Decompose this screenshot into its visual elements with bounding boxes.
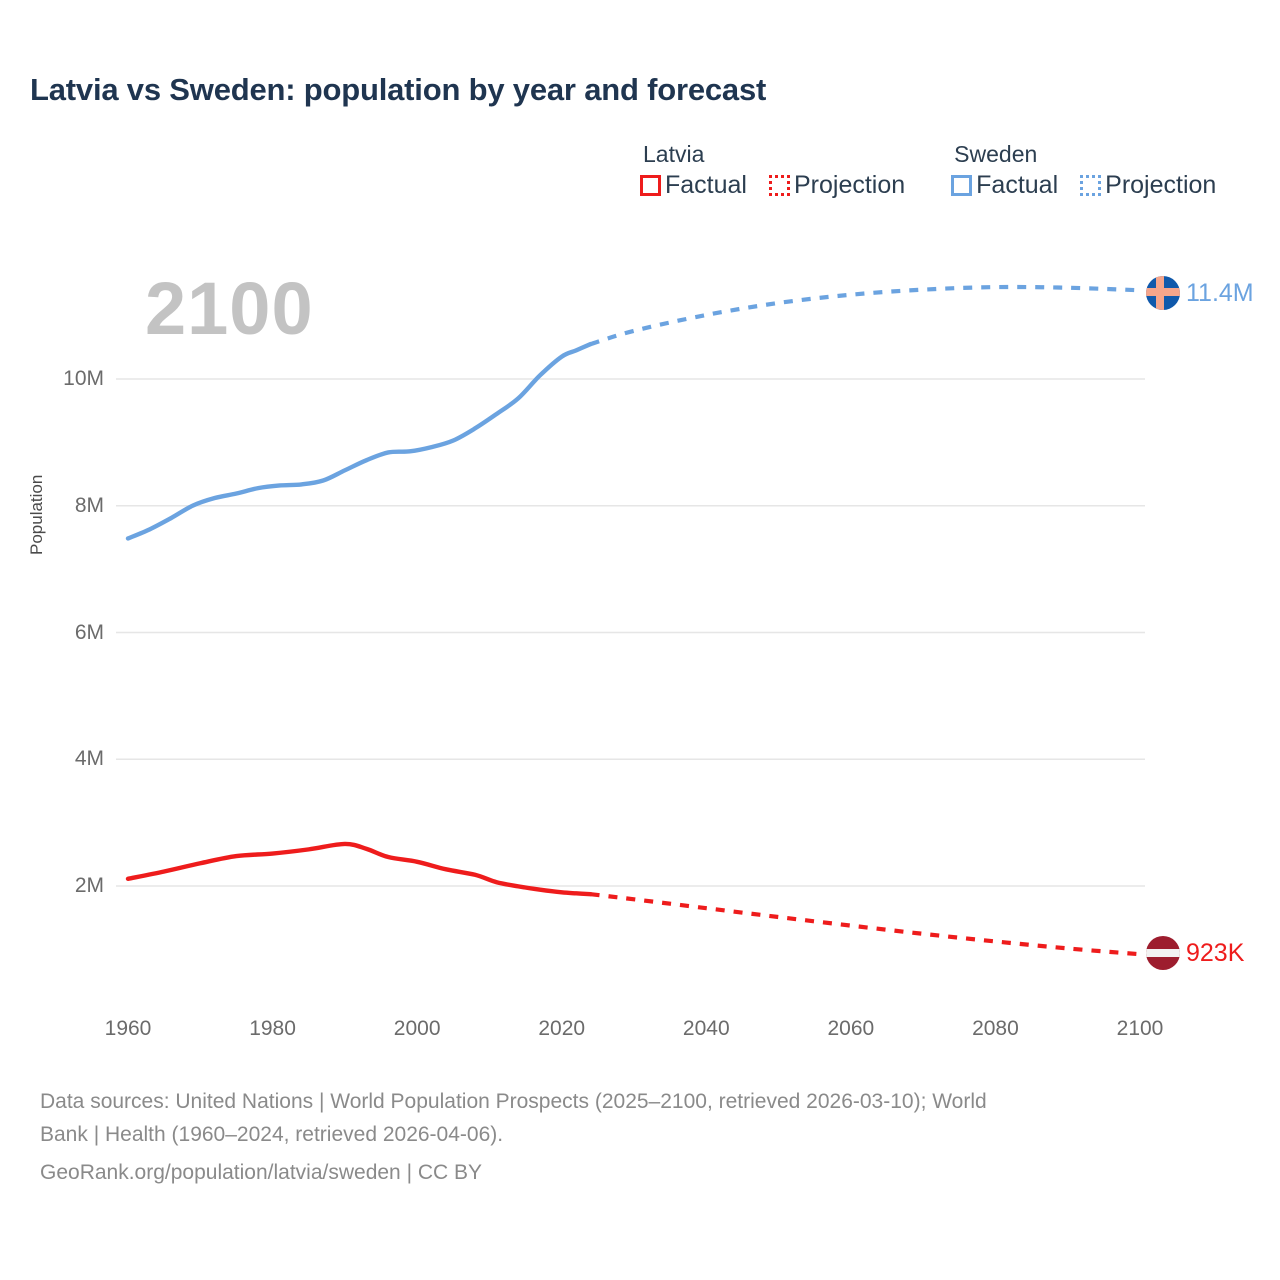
legend-swatch-solid-icon [640,175,661,197]
series-line-latvia-factual [125,841,593,897]
series-line-sweden-factual [125,341,593,541]
latvia-flag-icon [1146,936,1180,970]
x-axis-tick-label: 2020 [538,1017,586,1040]
x-axis-tick-label: 2100 [1116,1017,1164,1040]
x-axis-tick-label: 2060 [827,1017,875,1040]
legend-group-title-sweden: Sweden [954,141,1038,167]
endpoint-label-latvia: 923K [1186,939,1245,967]
legend-label-latvia-factual: Factual [665,171,747,200]
footer-attribution: Data sources: United Nations | World Pop… [40,1086,1240,1190]
y-axis-tick-label: 4M [74,747,104,771]
legend-item-latvia-projection[interactable]: Projection [768,171,906,200]
footer-line-2: Bank | Health (1960–2024, retrieved 2026… [40,1122,504,1146]
footer-line-3: GeoRank.org/population/latvia/sweden | C… [40,1161,483,1185]
page-title: Latvia vs Sweden: population by year and… [30,72,767,107]
y-axis-tick-label: 6M [74,620,104,644]
legend-group-latvia: Latvia Factual Projection [640,141,906,200]
x-axis-tick-label: 2000 [393,1017,441,1040]
y-axis-tick-label: 8M [74,493,104,517]
series-lines [125,284,1141,957]
series-line-sweden-projection [590,284,1141,347]
y-axis-tick-label: 10M [63,367,104,390]
legend-item-latvia-factual[interactable]: Factual [640,173,747,198]
legend-item-sweden-projection[interactable]: Projection [1080,173,1216,198]
chart-legend: Latvia Factual Projection Sweden Factual [640,141,1216,200]
gridlines [116,378,1145,887]
legend-swatch-solid-icon [951,175,973,197]
x-axis-tick-label: 1960 [104,1017,152,1040]
legend-group-sweden: Sweden Factual Projection [951,141,1216,198]
legend-label-sweden-factual: Factual [976,171,1059,200]
footer-line-1: Data sources: United Nations | World Pop… [40,1090,987,1113]
legend-swatch-dotted-icon [1080,175,1102,197]
y-axis-tick-label: 2M [74,874,104,897]
x-axis-tick-label: 2040 [682,1017,730,1040]
year-watermark: 2100 [145,267,314,350]
legend-label-latvia-projection: Projection [793,171,906,200]
legend-group-title-latvia: Latvia [643,141,705,167]
legend-label-sweden-projection: Projection [1105,171,1217,200]
legend-item-sweden-factual[interactable]: Factual [951,173,1058,198]
series-line-latvia-projection [590,892,1141,957]
legend-swatch-dotted-icon [768,175,790,197]
endpoint-label-sweden: 11.4M [1186,279,1254,307]
sweden-flag-icon [1146,276,1180,310]
x-axis-tick-label: 1980 [249,1017,296,1040]
x-axis-tick-label: 2080 [972,1017,1019,1040]
